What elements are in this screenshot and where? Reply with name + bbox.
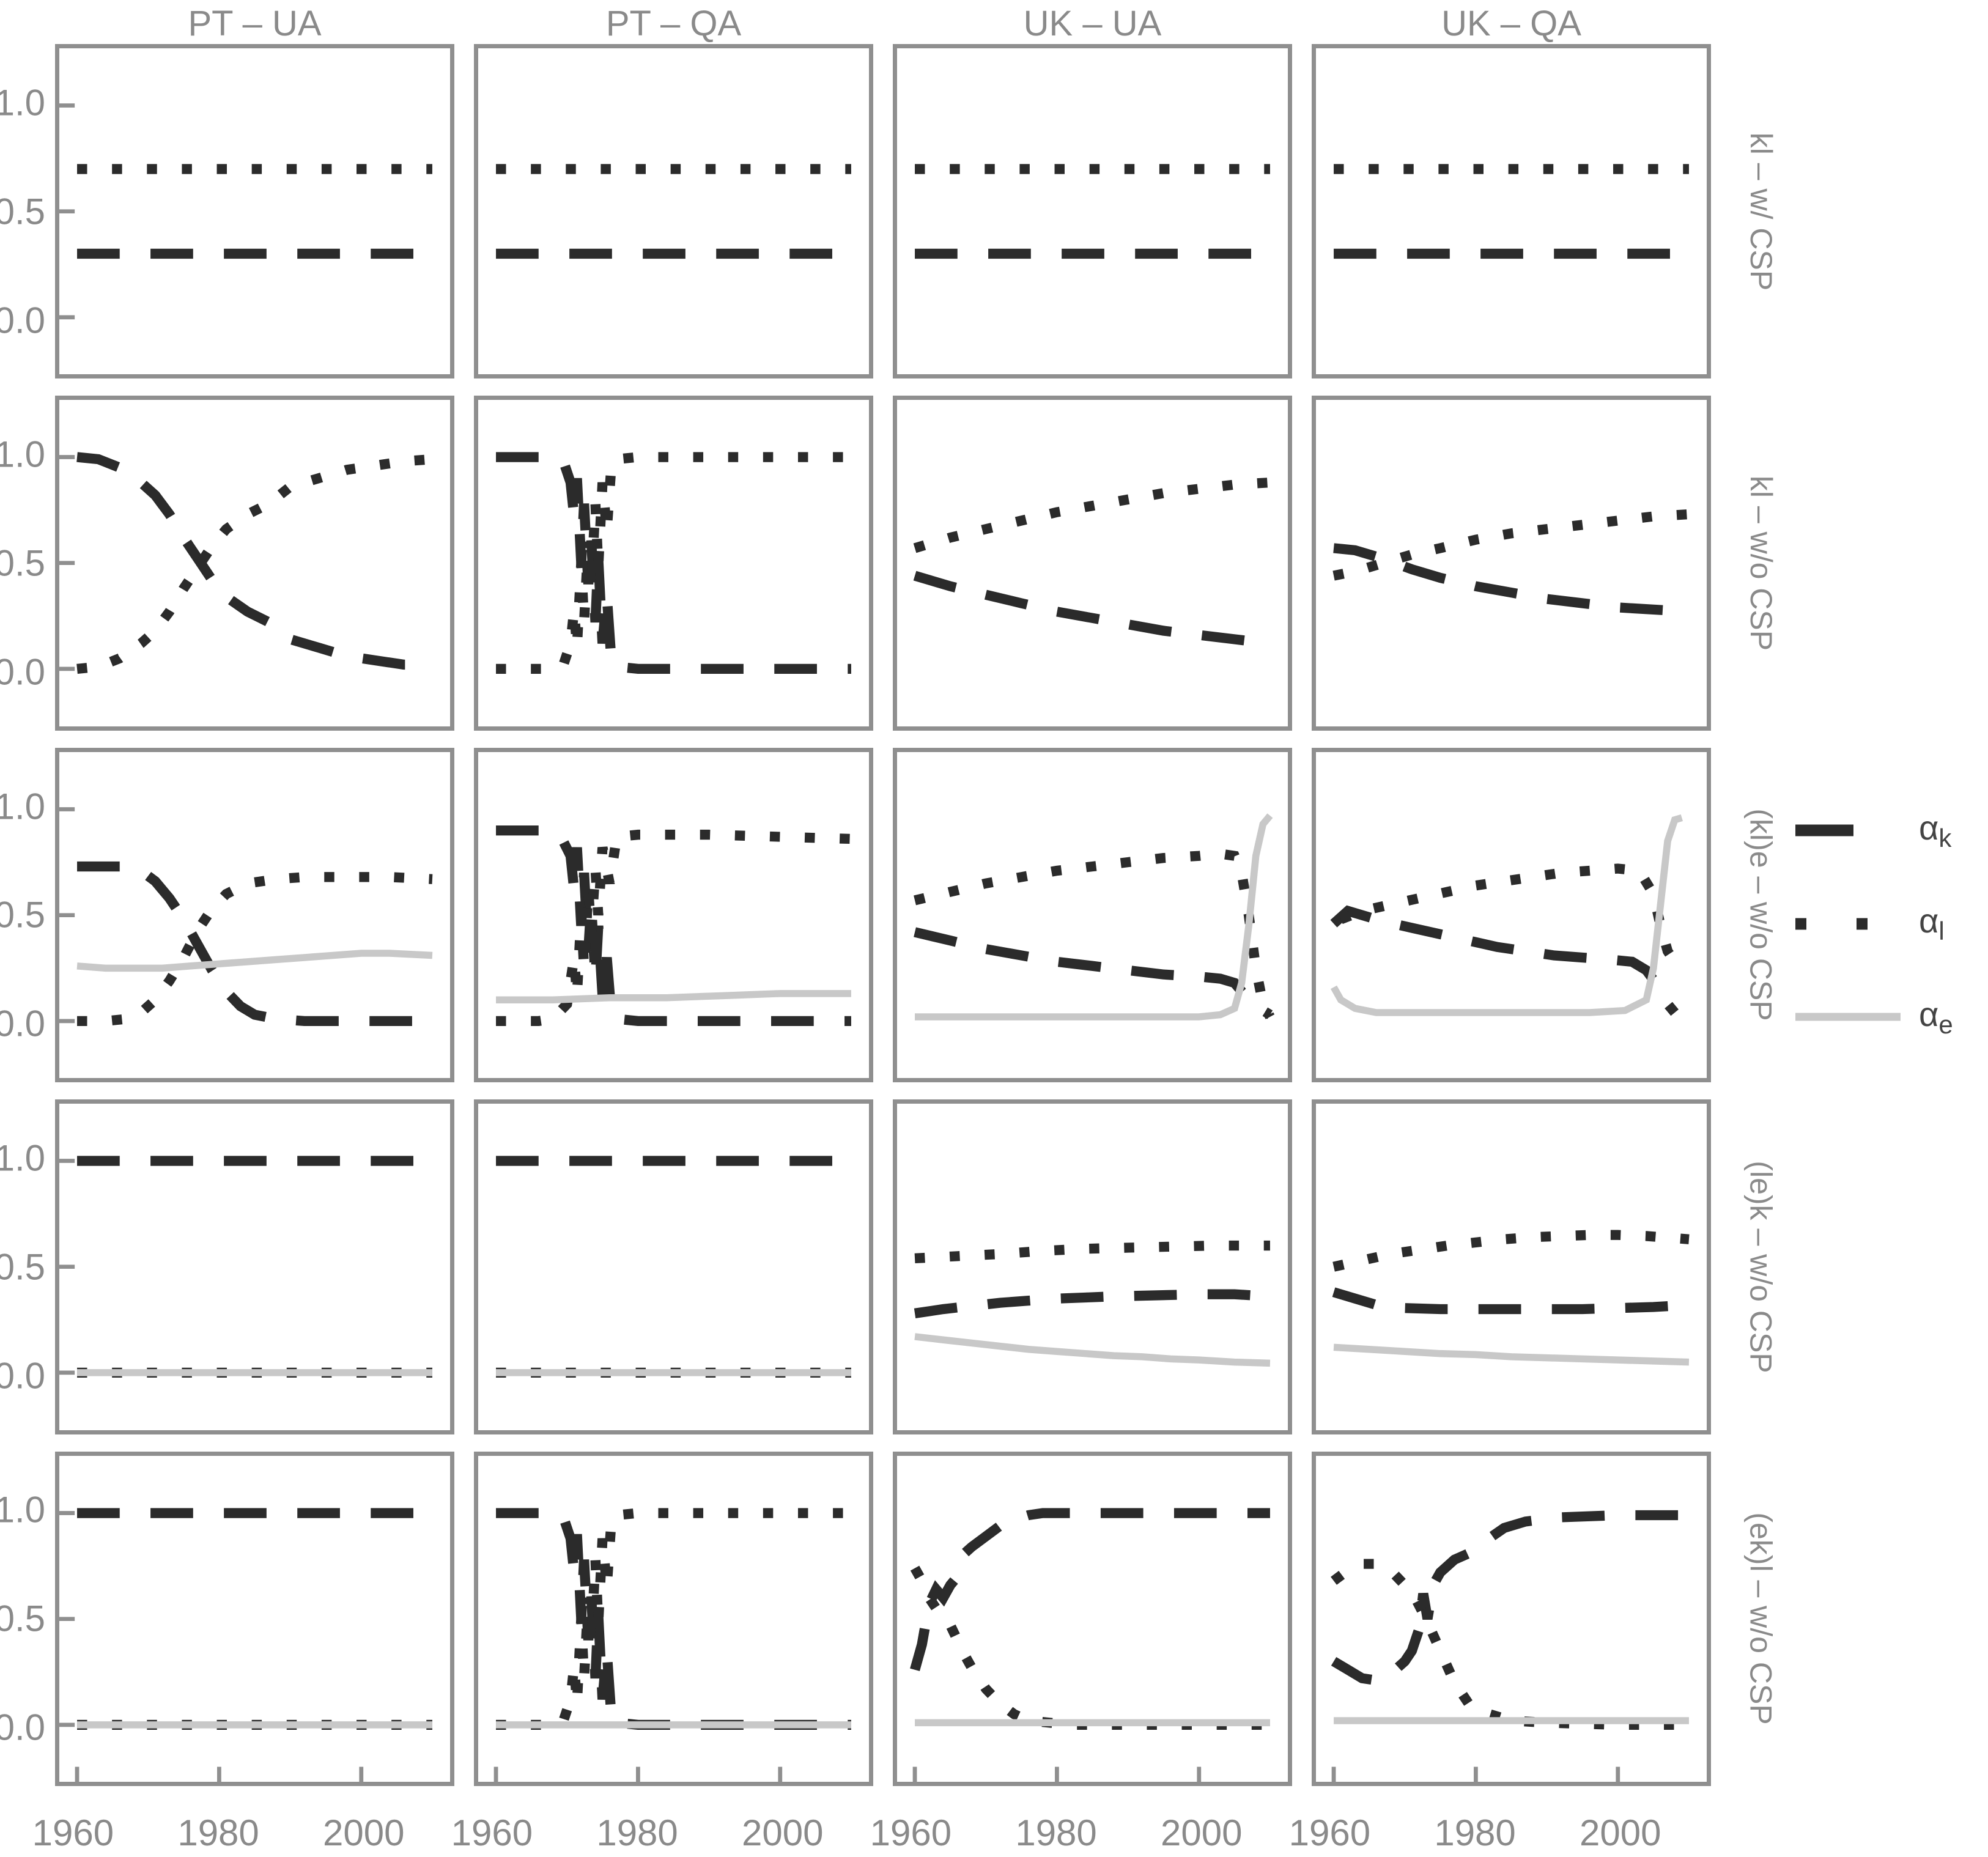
chart-panel-kl-wcsp-uk-ua [893,44,1292,379]
column-header-uk-qa: UK – QA [1441,4,1581,43]
y-tick-label: 0.0 [0,1003,45,1044]
chart-panel-lek-wocsp-pt-qa [474,1099,873,1434]
chart-panel-kl-wcsp-pt-qa [474,44,873,379]
y-tick-label: 0.0 [0,1355,45,1397]
legend-label-alpha-l: αl [1919,901,1945,946]
x-tick-label: 1980 [177,1812,259,1853]
y-axis-labels-row-3: 1.0 0.5 0.0 [0,748,55,1082]
y-tick-label: 1.0 [0,434,45,475]
legend-dashed-line-sample [1795,823,1901,838]
row-label-kle-wo-csp: (kl)e – w/o CSP [1744,808,1779,1022]
legend-item-alpha-l: αl [1795,901,1988,946]
x-tick-label: 2000 [742,1812,824,1853]
chart-panel-kl-wcsp-uk-qa [1312,44,1711,379]
header-right-spacer [1731,0,1792,44]
chart-panel-ekl-wocsp-uk-ua [893,1451,1292,1786]
chart-panel-lek-wocsp-pt-ua [55,1099,454,1434]
y-tick-label: 0.5 [0,542,45,584]
chart-panel-kl-wocsp-uk-ua [893,396,1292,731]
x-tick-label: 1960 [451,1812,533,1853]
chart-panel-kle-wocsp-uk-qa [1312,747,1711,1083]
y-axis-labels-row-4: 1.0 0.5 0.0 [0,1099,55,1434]
legend-item-alpha-e: αe [1795,994,1988,1039]
y-axis-labels-row-2: 1.0 0.5 0.0 [0,396,55,730]
y-tick-label: 1.0 [0,1137,45,1179]
x-tick-label: 2000 [1161,1812,1243,1853]
y-tick-label: 1.0 [0,1489,45,1530]
chart-panel-kl-wocsp-pt-ua [55,396,454,731]
y-tick-label: 0.0 [0,1707,45,1748]
chart-panel-ekl-wocsp-uk-qa [1312,1451,1711,1786]
x-tick-label: 1960 [32,1812,114,1853]
legend-label-alpha-e: αe [1919,994,1953,1039]
row-label-kl-wo-csp: kl – w/o CSP [1744,475,1778,651]
y-axis-labels-row-5: 1.0 0.5 0.0 [0,1452,55,1786]
x-axis-labels-col-4: 1960 1980 2000 [1289,1803,1711,1857]
chart-panel-ekl-wocsp-pt-qa [474,1451,873,1786]
y-tick-label: 0.5 [0,1246,45,1288]
x-tick-label: 2000 [323,1812,405,1853]
chart-panel-kl-wcsp-pt-ua [55,44,454,379]
chart-panel-kle-wocsp-pt-qa [474,747,873,1083]
chart-panel-kl-wocsp-uk-qa [1312,396,1711,731]
y-tick-label: 1.0 [0,786,45,827]
row-label-kl-w-csp: kl – w/ CSP [1744,132,1778,290]
y-tick-label: 0.0 [0,651,45,693]
legend-item-alpha-k: αk [1795,808,1988,853]
y-axis-labels-row-1: 1.0 0.5 0.0 [0,44,55,378]
column-header-pt-ua: PT – UA [188,4,322,43]
chart-panel-lek-wocsp-uk-ua [893,1099,1292,1434]
chart-panel-ekl-wocsp-pt-ua [55,1451,454,1786]
x-tick-label: 1980 [1434,1812,1516,1853]
y-tick-label: 0.5 [0,191,45,232]
x-axis-labels-col-1: 1960 1980 2000 [32,1803,454,1857]
chart-panel-lek-wocsp-uk-qa [1312,1099,1711,1434]
chart-panel-kle-wocsp-uk-ua [893,747,1292,1083]
legend-dotted-line-sample [1795,917,1901,931]
x-tick-label: 1960 [870,1812,952,1853]
legend: αk αl αe [1792,44,1988,1803]
x-tick-label: 1980 [596,1812,678,1853]
x-axis-labels-col-2: 1960 1980 2000 [451,1803,873,1857]
y-tick-label: 1.0 [0,82,45,124]
legend-solid-line-sample [1795,1010,1901,1024]
row-label-lek-wo-csp: (le)k – w/o CSP [1744,1161,1779,1373]
top-left-corner-spacer [0,0,55,44]
chart-panel-kle-wocsp-pt-ua [55,747,454,1083]
row-label-ekl-wo-csp: (ek)l – w/o CSP [1744,1512,1779,1725]
x-tick-label: 1980 [1015,1812,1097,1853]
legend-label-alpha-k: αk [1919,808,1952,853]
y-tick-label: 0.0 [0,300,45,341]
chart-panel-kl-wocsp-pt-qa [474,396,873,731]
y-tick-label: 0.5 [0,1598,45,1639]
y-tick-label: 0.5 [0,894,45,936]
x-tick-label: 1960 [1288,1812,1371,1853]
x-tick-label: 2000 [1580,1812,1661,1853]
x-axis-labels-col-3: 1960 1980 2000 [870,1803,1292,1857]
column-header-pt-qa: PT – QA [605,4,742,43]
column-header-uk-ua: UK – UA [1023,4,1162,43]
